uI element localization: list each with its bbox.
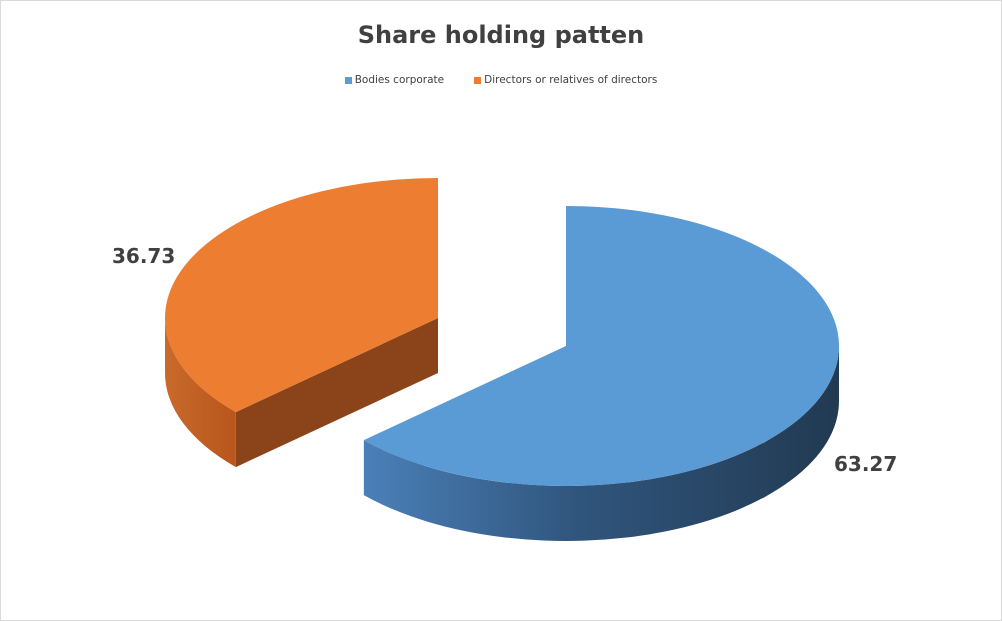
- slice-side-directors: [165, 318, 236, 468]
- legend-swatch-orange: [474, 76, 482, 84]
- legend-label: Directors or relatives of directors: [484, 74, 658, 86]
- slice-side-bodies-corporate: [363, 346, 840, 541]
- legend-item-bodies-corporate: Bodies corporate: [344, 74, 445, 86]
- slice-bodies-corporate: [363, 206, 839, 487]
- legend-swatch-blue: [344, 76, 352, 84]
- data-label-directors: 36.73: [112, 244, 176, 268]
- legend-label: Bodies corporate: [354, 74, 445, 86]
- chart-title: Share holding patten: [357, 21, 645, 49]
- legend: Bodies corporate Directors or relatives …: [1, 74, 1001, 86]
- data-label-bodies-corporate: 63.27: [834, 452, 898, 476]
- slice-cut-face: [235, 318, 438, 468]
- legend-item-directors: Directors or relatives of directors: [474, 74, 657, 86]
- slice-directors: [165, 178, 438, 413]
